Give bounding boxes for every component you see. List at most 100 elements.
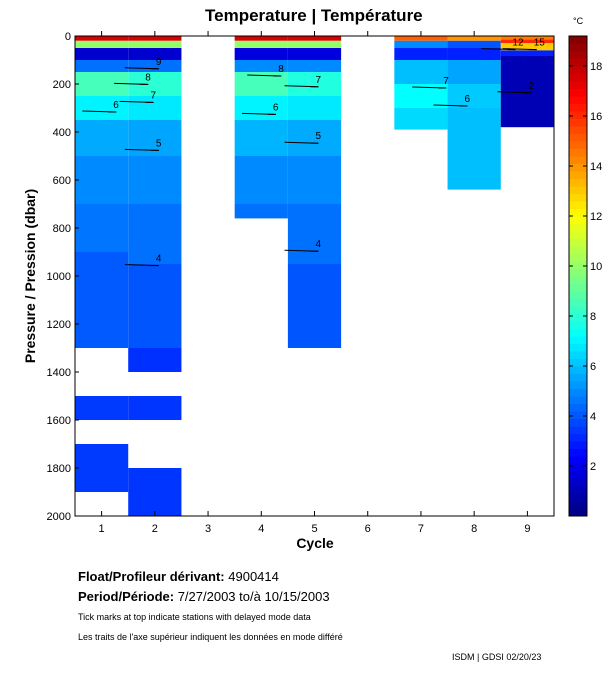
x-tick-label: 1 <box>99 523 105 535</box>
heatmap-cell <box>234 120 288 156</box>
heatmap-cell <box>128 348 182 372</box>
footer-credit: ISDM | GDSI 02/20/23 <box>452 652 542 662</box>
colorbar-segment <box>569 441 587 449</box>
heatmap-cell <box>128 36 182 41</box>
colorbar-segment <box>569 291 587 299</box>
colorbar-segment <box>569 448 587 457</box>
period-sep: to/à <box>239 589 261 604</box>
period-end: 10/15/2003 <box>264 589 330 604</box>
colorbar-segment <box>569 51 587 59</box>
x-tick-label: 4 <box>258 523 264 535</box>
float-label: Float/Profileur dérivant: <box>78 569 225 584</box>
y-axis-label: Pressure / Pression (dbar) <box>22 189 38 363</box>
contour-label: 5 <box>156 138 162 149</box>
colorbar-segment <box>569 403 587 412</box>
colorbar-segment <box>569 148 587 157</box>
contour-label: 8 <box>278 64 284 75</box>
contour-label: 15 <box>534 38 546 49</box>
colorbar-segment <box>569 426 587 434</box>
colorbar-segment <box>569 321 587 329</box>
y-tick-label: 600 <box>53 175 71 187</box>
colorbar-segment <box>569 126 587 134</box>
colorbar-segment <box>569 336 587 344</box>
heatmap-cell <box>128 156 182 204</box>
contour-label: 6 <box>465 94 471 105</box>
colorbar-segment <box>569 306 587 314</box>
colorbar-tick-label: 18 <box>590 61 602 73</box>
colorbar-frame <box>568 35 588 517</box>
heatmap-cell <box>234 204 288 219</box>
colorbar-segment <box>569 58 587 67</box>
y-tick-label: 0 <box>65 31 71 43</box>
colorbar-tick-label: 16 <box>590 111 602 123</box>
colorbar-segment <box>569 328 587 337</box>
colorbar-segment <box>569 261 587 269</box>
colorbar-segment <box>569 246 587 254</box>
colorbar-segment <box>569 456 587 464</box>
colorbar-tick-label: 14 <box>590 161 602 173</box>
heatmap-cell <box>234 156 288 204</box>
contour-label: 7 <box>316 75 322 86</box>
colorbar-segment <box>569 388 587 397</box>
colorbar-tick-label: 10 <box>590 261 602 273</box>
heatmap-cell <box>234 40 288 48</box>
heatmap-cell <box>75 40 129 48</box>
heatmap-cell <box>447 108 501 190</box>
colorbar-tick-label: 6 <box>590 361 596 373</box>
colorbar-segment <box>569 163 587 172</box>
heatmap-cell <box>287 204 342 264</box>
colorbar-unit: °C <box>573 16 584 26</box>
x-tick-label: 6 <box>365 523 371 535</box>
heatmap-cell <box>394 60 448 84</box>
heatmap-cell <box>75 36 129 41</box>
colorbar-segment <box>569 103 587 112</box>
y-tick-label: 1400 <box>47 367 71 379</box>
note-english: Tick marks at top indicate stations with… <box>78 612 311 622</box>
colorbar-segment <box>569 81 587 89</box>
colorbar-segment <box>569 381 587 389</box>
heatmap-cell <box>287 48 342 60</box>
colorbar-segment <box>569 201 587 209</box>
x-tick-label: 8 <box>471 523 477 535</box>
colorbar-segment <box>569 478 587 487</box>
y-tick-label: 400 <box>53 127 71 139</box>
period-label: Period/Période: <box>78 589 175 604</box>
colorbar-segment <box>569 373 587 382</box>
colorbar-tick-label: 12 <box>590 211 602 223</box>
y-tick-label: 800 <box>53 223 71 235</box>
heatmap-cell <box>128 96 182 120</box>
heatmap-cell <box>75 120 129 156</box>
heatmap-cell <box>447 84 501 108</box>
contour-label: 4 <box>316 239 322 250</box>
colorbar-segment <box>569 396 587 404</box>
x-tick-label: 3 <box>205 523 211 535</box>
heatmap-cell <box>394 108 448 130</box>
x-tick-label: 2 <box>152 523 158 535</box>
heatmap-cell <box>287 120 342 156</box>
heatmap-cell <box>447 40 501 48</box>
heatmap-cell <box>500 36 554 40</box>
heatmap-cell <box>500 50 554 56</box>
heatmap-cell <box>128 48 182 60</box>
y-tick-label: 2000 <box>47 511 71 523</box>
heatmap-cell <box>287 156 342 204</box>
colorbar-tick-label: 8 <box>590 311 596 323</box>
heatmap-cell <box>128 60 182 72</box>
heatmap-cell <box>128 264 182 348</box>
colorbar-segment <box>569 36 587 44</box>
contour-label: 7 <box>151 90 157 101</box>
contour-label: 2 <box>528 81 534 92</box>
y-tick-label: 1200 <box>47 319 71 331</box>
x-tick-label: 5 <box>311 523 317 535</box>
y-tick-label: 1600 <box>47 415 71 427</box>
colorbar-segment <box>569 208 587 217</box>
heatmap-cell <box>234 96 288 120</box>
colorbar-segment <box>569 141 587 149</box>
colorbar-segment <box>569 238 587 247</box>
heatmap-cell <box>447 48 501 60</box>
heatmap-cell <box>75 48 129 60</box>
contour-label: 12 <box>512 38 524 49</box>
heatmap-cell <box>75 60 129 72</box>
float-id: 4900414 <box>228 569 279 584</box>
